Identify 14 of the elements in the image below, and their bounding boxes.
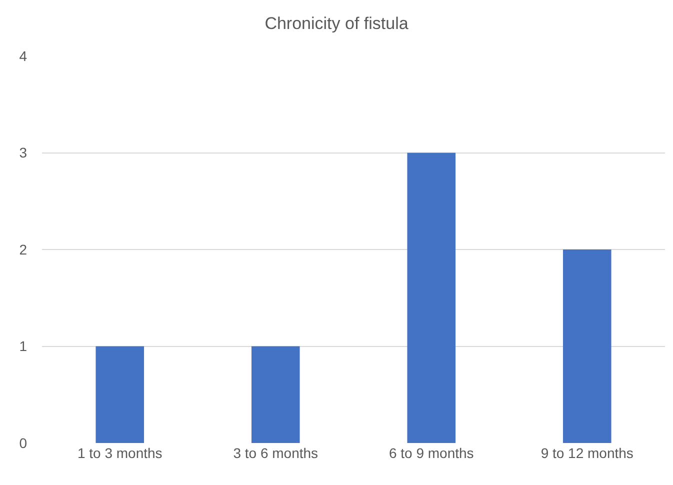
chart-title: Chronicity of fistula [264, 14, 409, 33]
bar [562, 250, 612, 443]
y-tick-label: 2 [19, 241, 28, 258]
y-tick-label: 0 [19, 434, 28, 451]
y-tick-label: 3 [19, 144, 28, 161]
bar [251, 346, 300, 443]
y-tick-label: 1 [19, 338, 28, 354]
bar [96, 346, 144, 443]
y-tick-label: 4 [19, 48, 28, 64]
x-tick-label: 6 to 9 months [388, 445, 474, 461]
x-tick-label: 1 to 3 months [77, 445, 162, 461]
bar [407, 152, 456, 443]
x-tick-label: 3 to 6 months [233, 445, 318, 461]
x-tick-label: 9 to 12 months [540, 445, 634, 461]
